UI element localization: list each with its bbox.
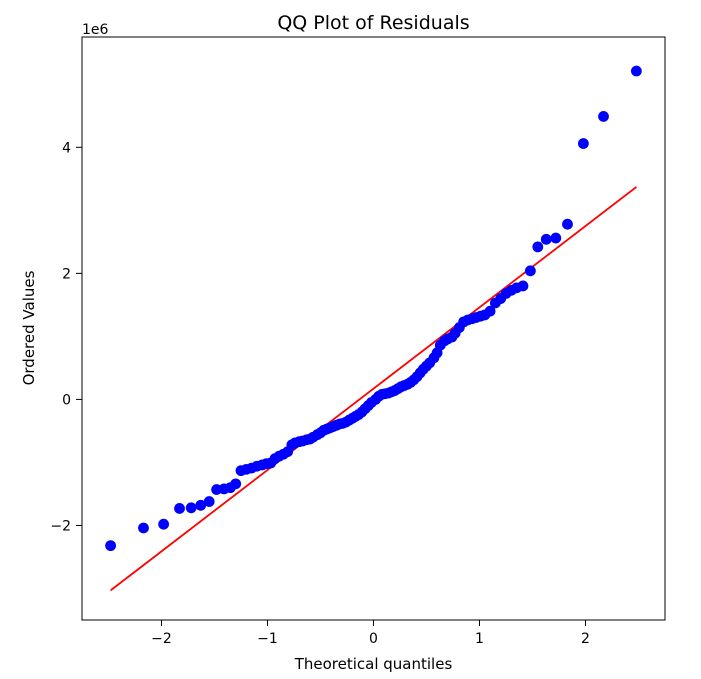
plot-marks	[105, 65, 642, 592]
data-point	[598, 111, 609, 122]
data-point	[577, 138, 589, 149]
y-tick-label: 2	[62, 266, 71, 282]
x-tick-label: −2	[151, 631, 172, 647]
data-point	[105, 540, 117, 552]
x-tick-label: 1	[475, 631, 484, 647]
data-point	[550, 232, 562, 244]
y-tick-label: 0	[62, 392, 71, 408]
data-point	[484, 305, 496, 317]
x-tick-label: −1	[257, 631, 278, 647]
y-axis-label: Ordered Values	[20, 270, 38, 385]
data-point	[138, 522, 149, 534]
data-point	[517, 280, 529, 292]
y-axis-offset-label: 1e6	[82, 22, 109, 38]
data-point	[185, 502, 197, 514]
data-point	[630, 65, 642, 77]
y-tick-label: −2	[50, 518, 71, 534]
data-point	[158, 518, 170, 530]
x-tick-label: 2	[581, 631, 590, 647]
data-point	[532, 241, 544, 253]
data-point	[562, 218, 573, 230]
y-axis-ticks: −2 0 2 4	[50, 140, 82, 534]
y-tick-label: 4	[62, 140, 71, 156]
data-point	[524, 265, 536, 277]
data-point	[540, 233, 552, 245]
x-tick-label: 0	[369, 631, 378, 647]
data-point	[230, 478, 242, 490]
data-point	[174, 503, 185, 514]
y-axis-label-group: Ordered Values	[20, 270, 38, 385]
plot-frame	[81, 36, 666, 621]
chart-title: QQ Plot of Residuals	[277, 12, 469, 34]
x-axis-label: Theoretical quantiles	[294, 655, 453, 673]
fit-line	[110, 186, 637, 592]
data-point	[203, 496, 215, 507]
data-point	[195, 499, 207, 511]
x-axis-ticks: −2 −1 0 1 2	[151, 620, 590, 647]
